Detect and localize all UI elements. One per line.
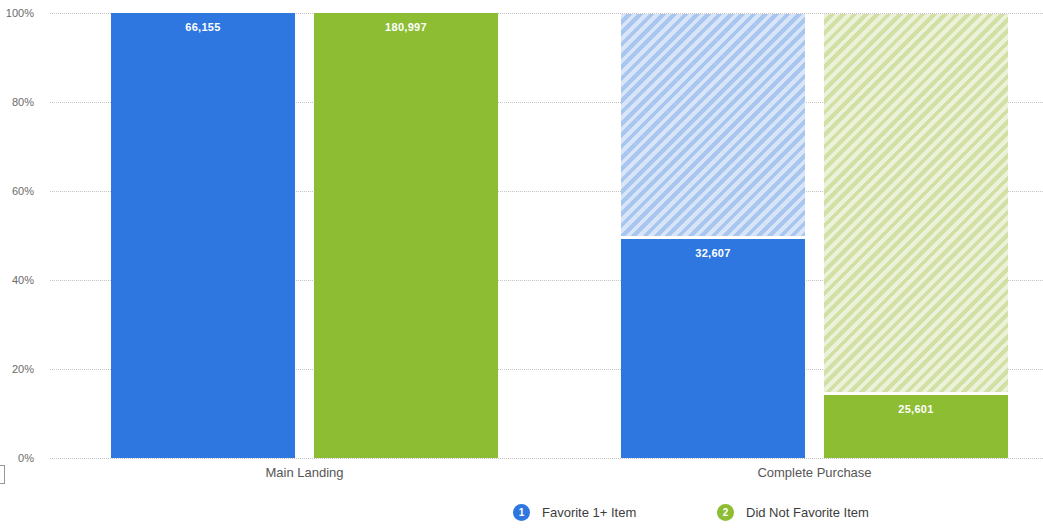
bar-value-label: 32,607 [621,239,805,259]
legend-item-1[interactable]: 1 Favorite 1+ Item [513,504,636,521]
bar-segment[interactable]: 32,607 [621,239,805,458]
legend-label: Favorite 1+ Item [542,505,636,520]
bar-segment[interactable]: 180,997 [314,13,498,458]
bar-favorite-1-item-complete-purchase[interactable]: 32,607 [621,13,805,458]
bar-did-not-favorite-item-complete-purchase[interactable]: 25,601 [824,13,1008,458]
y-tick-label: 40% [0,274,34,286]
bar-remainder-hatch [621,14,805,236]
corner-box [0,465,5,484]
bar-remainder-hatch [824,14,1008,392]
x-tick-label: Complete Purchase [757,465,871,480]
y-tick-label: 100% [0,7,34,19]
x-tick-label: Main Landing [265,465,343,480]
funnel-bar-chart: 0% 20% 40% 60% 80% 100% 66,155 180,997 32,607 25… [0,0,1043,531]
bar-segment[interactable]: 25,601 [824,395,1008,458]
legend-badge-1: 1 [513,504,530,521]
legend-label: Did Not Favorite Item [746,505,869,520]
gridline-0 [50,458,1043,459]
bar-favorite-1-item-main-landing[interactable]: 66,155 [111,13,295,458]
y-tick-label: 0% [0,452,34,464]
bar-value-label: 66,155 [111,13,295,33]
bar-value-label: 180,997 [314,13,498,33]
bar-did-not-favorite-item-main-landing[interactable]: 180,997 [314,13,498,458]
bar-value-label: 25,601 [824,395,1008,415]
y-tick-label: 20% [0,363,34,375]
legend-item-2[interactable]: 2 Did Not Favorite Item [717,504,869,521]
legend-badge-2: 2 [717,504,734,521]
y-tick-label: 80% [0,96,34,108]
bar-segment[interactable]: 66,155 [111,13,295,458]
y-tick-label: 60% [0,185,34,197]
